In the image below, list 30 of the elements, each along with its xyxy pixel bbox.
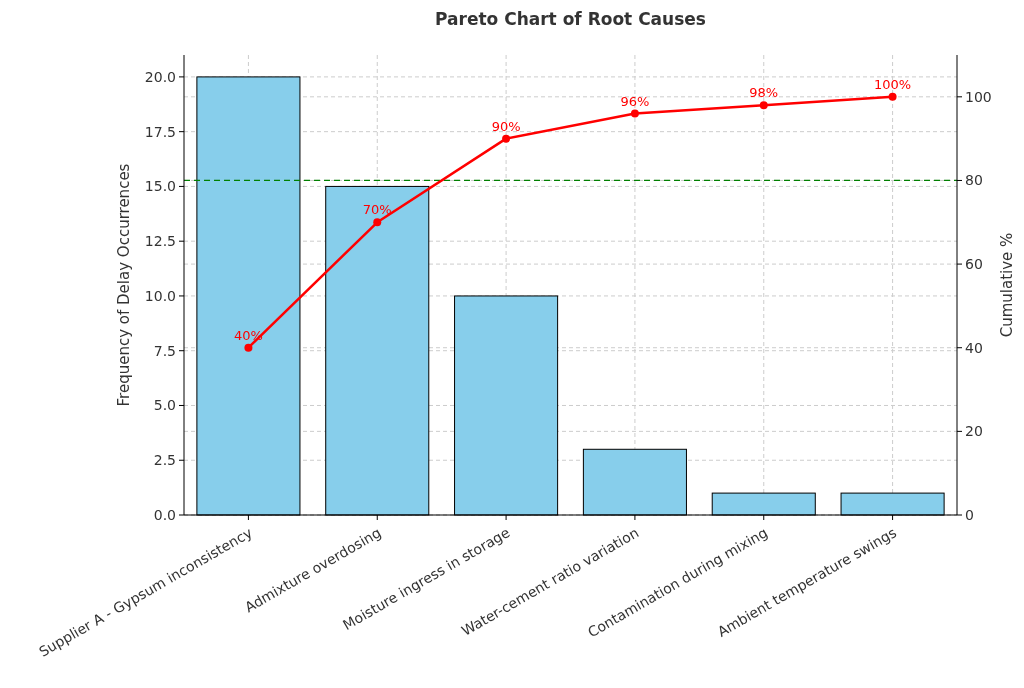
y-tick-label: 17.5 xyxy=(144,123,176,140)
point xyxy=(759,101,768,110)
data-label: 40% xyxy=(233,327,263,343)
y-tick-label: 12.5 xyxy=(144,233,176,250)
data-label: 90% xyxy=(491,118,521,134)
y-tick-label: 2.5 xyxy=(153,452,176,469)
data-label: 96% xyxy=(620,93,650,109)
y2-tick-label: 0 xyxy=(965,506,974,523)
chart-title: Pareto Chart of Root Causes xyxy=(435,9,706,29)
data-label: 100% xyxy=(874,76,912,92)
y-tick-label: 20.0 xyxy=(144,68,176,85)
y2-tick-label: 20 xyxy=(965,423,983,440)
y-axis-title: Frequency of Delay Occurrences xyxy=(115,163,133,407)
y-tick-label: 5.0 xyxy=(153,397,176,414)
point xyxy=(502,134,511,143)
y-tick-label: 7.5 xyxy=(153,342,176,359)
y2-tick-label: 80 xyxy=(965,172,983,189)
y2-axis-title: Cumulative % xyxy=(998,232,1016,338)
point xyxy=(373,218,382,227)
data-label: 70% xyxy=(362,202,392,218)
y-tick-label: 0.0 xyxy=(153,506,176,523)
data-label: 98% xyxy=(749,85,779,101)
point xyxy=(630,109,639,118)
point xyxy=(888,92,897,101)
point xyxy=(244,343,253,352)
y2-tick-label: 40 xyxy=(965,339,983,356)
y-tick-label: 10.0 xyxy=(144,287,176,304)
y-tick-label: 15.0 xyxy=(144,178,176,195)
y2-tick-label: 60 xyxy=(965,255,983,272)
y2-tick-label: 100 xyxy=(965,88,992,105)
